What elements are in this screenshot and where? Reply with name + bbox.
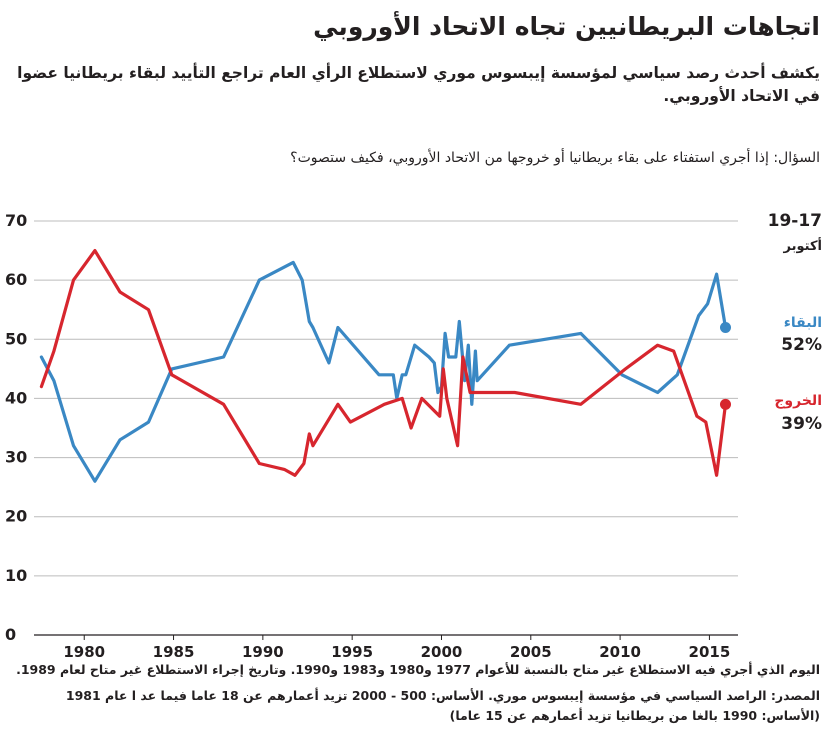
line-chart: 0 10 20 30 40 50 60 70 1980 1985 1990 1995 2000 2005…: [5, 211, 822, 660]
chart-title: اتجاهات البريطانيين تجاه الاتحاد الأوروب…: [313, 12, 820, 41]
chart-subtitle: يكشف أحدث رصد سياسي لمؤسسة إيبسوس موري ل…: [17, 64, 820, 105]
x-tick-label: 2000: [421, 643, 463, 660]
series-labels: 19-17 أكتوبر البقاء 52% الخروج 39%: [768, 211, 822, 434]
remain-series-name: البقاء: [784, 315, 822, 331]
y-axis-ticks: 0 10 20 30 40 50 60 70: [5, 211, 27, 644]
leave-series-line: [39, 249, 728, 477]
date-label-line2: أكتوبر: [783, 237, 822, 254]
availability-note: اليوم الذي أجري فيه الاستطلاع غير متاح ب…: [16, 662, 820, 677]
y-tick-label: 50: [5, 329, 27, 348]
x-axis-ticks: 1980 1985 1990 1995 2000 2005 2010 2015: [63, 635, 730, 660]
leave-latest-value: 39%: [781, 414, 822, 434]
y-tick-label: 10: [5, 566, 27, 585]
date-label-line1: 19-17: [768, 211, 822, 231]
x-tick-label: 1990: [242, 643, 284, 660]
y-tick-label: 70: [5, 211, 27, 230]
y-tick-label: 0: [5, 625, 16, 644]
y-tick-label: 40: [5, 388, 27, 407]
remain-latest-value: 52%: [781, 335, 822, 355]
series-endpoints: [719, 321, 731, 410]
gridlines: [34, 220, 738, 636]
y-tick-label: 60: [5, 270, 27, 289]
series-lines: [39, 249, 728, 483]
leave-latest-point: [719, 398, 731, 410]
x-tick-label: 2010: [599, 643, 641, 660]
x-tick-label: 2015: [689, 643, 731, 660]
x-tick-label: 2005: [510, 643, 552, 660]
x-tick-label: 1985: [153, 643, 195, 660]
x-tick-label: 1980: [63, 643, 105, 660]
leave-series-name: الخروج: [774, 393, 822, 409]
y-tick-label: 20: [5, 507, 27, 526]
y-tick-label: 30: [5, 448, 27, 467]
x-tick-label: 1995: [331, 643, 373, 660]
survey-question: السؤال: إذا أجري استفتاء على بقاء بريطان…: [290, 150, 820, 166]
remain-series-line: [39, 260, 728, 483]
source-note: المصدر: الراصد السياسي في مؤسسة إيبسوس م…: [65, 688, 820, 723]
remain-latest-point: [719, 321, 731, 333]
